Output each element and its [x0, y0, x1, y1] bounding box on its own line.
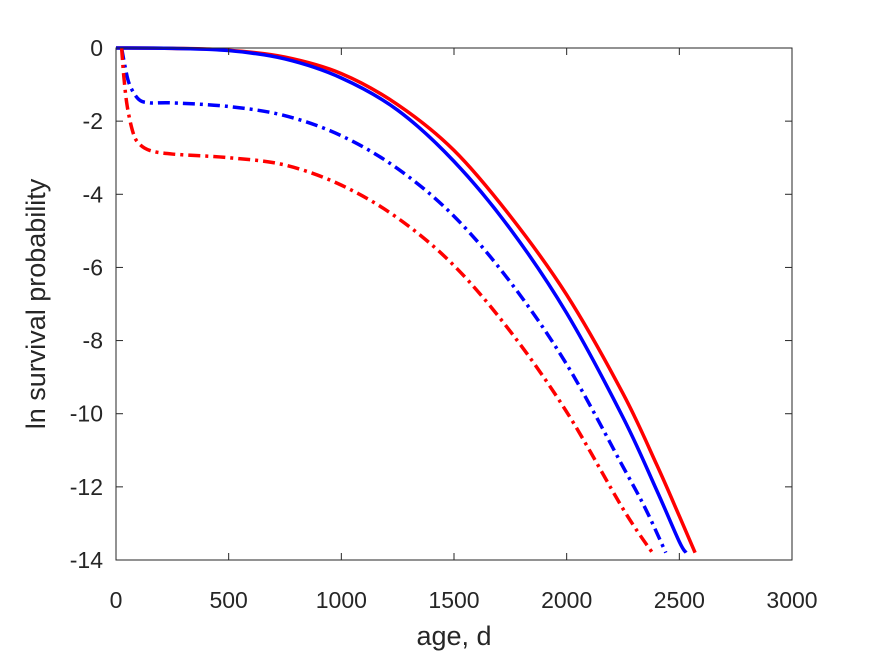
plot-frame [115, 47, 793, 561]
y-axis-label: ln survival probability [21, 178, 51, 429]
x-tick-label: 1000 [316, 587, 367, 613]
y-tick-label: -8 [83, 328, 103, 354]
y-tick-label: -14 [70, 547, 103, 573]
y-tick-label: 0 [90, 35, 103, 61]
y-tick-label: -2 [83, 108, 103, 134]
plot-area [116, 48, 792, 560]
series-line-2 [115, 46, 688, 554]
x-tick-label: 3000 [766, 587, 817, 613]
series-line-3 [119, 47, 668, 554]
y-tick-label: -4 [83, 181, 104, 207]
series-layer [115, 46, 697, 554]
x-tick-label: 2500 [654, 587, 705, 613]
y-tick-label: -6 [83, 254, 103, 280]
x-axis-label: age, d [416, 621, 491, 651]
y-tick-label: -12 [70, 474, 103, 500]
series-line-4 [119, 47, 654, 554]
x-tick-label: 2000 [541, 587, 592, 613]
x-tick-label: 500 [209, 587, 247, 613]
ticks-layer: 0 500 1000 1500 2000 2500 3000 0 -2 -4 -6 -8 -10 -12 -… [70, 35, 818, 613]
y-tick-label: -10 [70, 401, 103, 427]
x-tick-label: 1500 [428, 587, 479, 613]
x-tick-label: 0 [110, 587, 123, 613]
